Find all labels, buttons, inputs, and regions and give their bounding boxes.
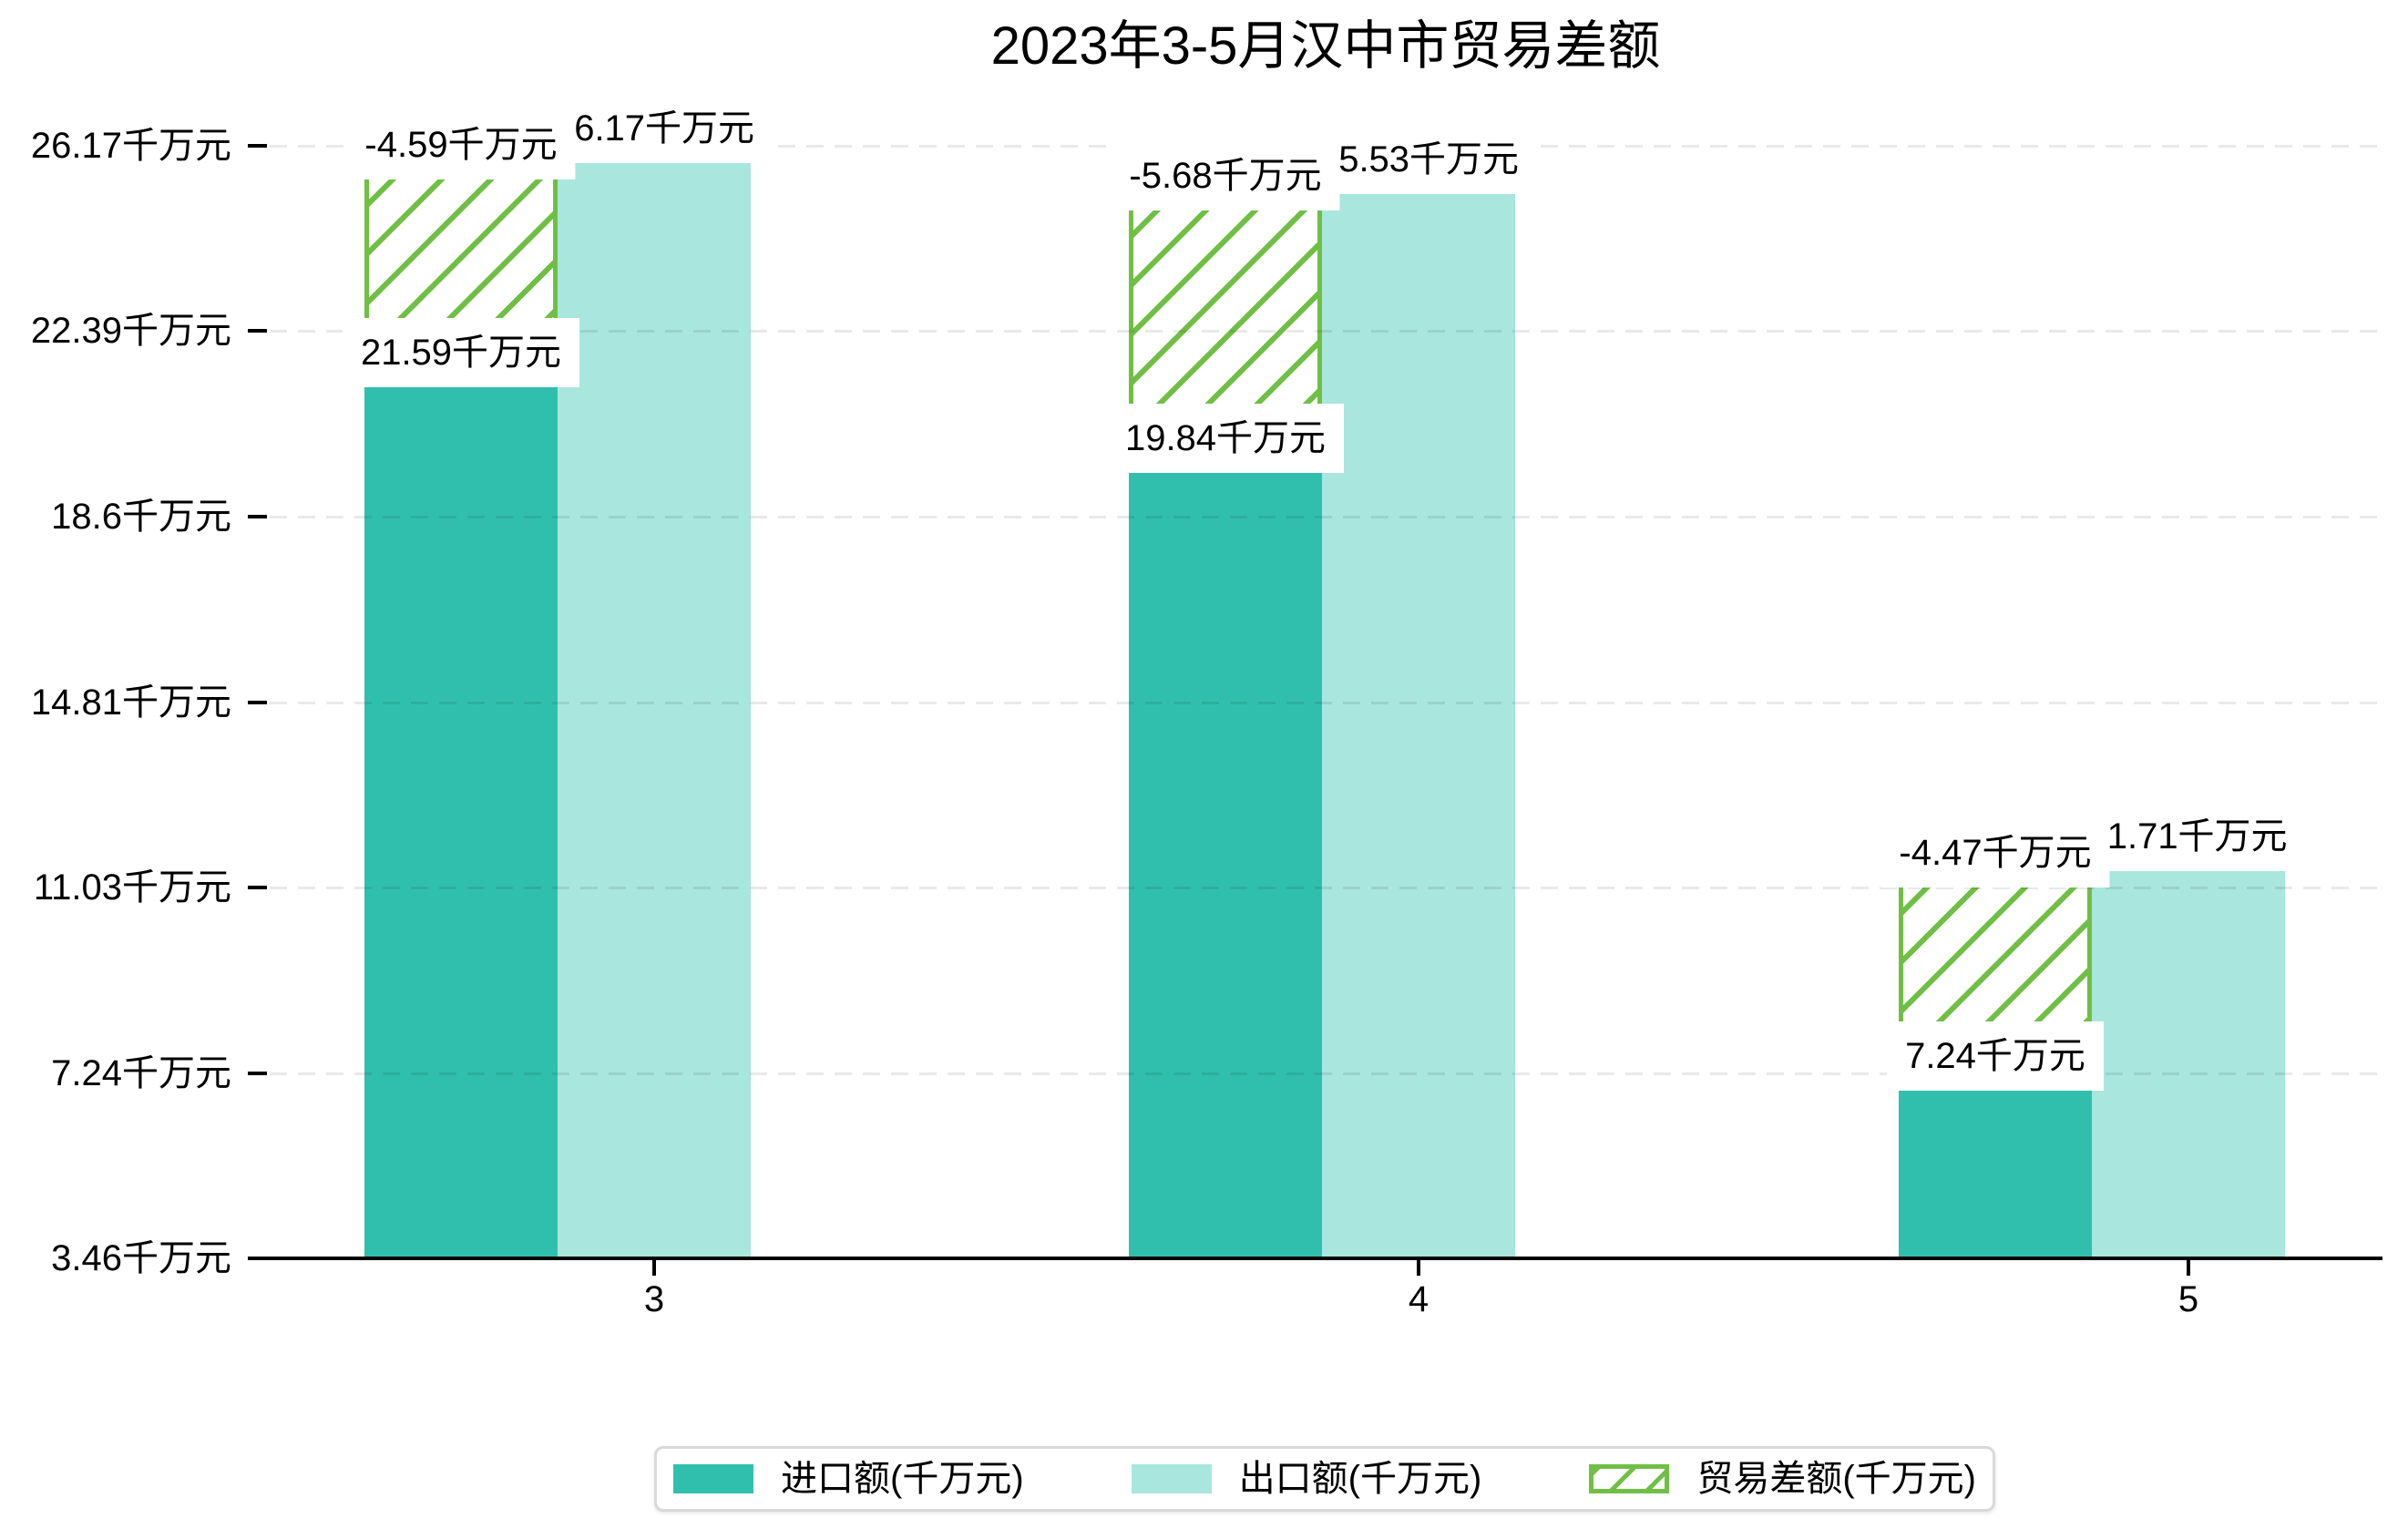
y-axis-tick-label: 14.81千万元: [30, 682, 231, 723]
bar-export-month-4: [1322, 177, 1515, 1257]
legend-item-export: 出口额(千万元): [1131, 1459, 1482, 1499]
gridline: [270, 516, 2382, 518]
data-label-balance-month-4: -5.68千万元: [1111, 141, 1340, 210]
legend-label-balance: 贸易差额(千万元): [1696, 1459, 1976, 1499]
data-label-export-month-5: 11.71千万元: [2071, 802, 2306, 871]
bar-export-month-5: [2092, 854, 2285, 1257]
data-label-balance-month-5: -4.47千万元: [1880, 818, 2110, 887]
y-axis-tick-label: 3.46千万元: [51, 1238, 231, 1278]
x-axis-line: [253, 1257, 2382, 1260]
y-axis-tick-label: 11.03千万元: [33, 867, 231, 908]
data-label-balance-month-3: -4.59千万元: [346, 110, 576, 180]
import-swatch-icon: [673, 1464, 753, 1493]
y-tick-mark: [248, 886, 267, 889]
gridline: [270, 887, 2382, 889]
y-axis-tick-label: 26.17千万元: [30, 126, 231, 166]
data-label-import-month-5: 7.24千万元: [1887, 1021, 2104, 1091]
bar-import-month-3: [364, 370, 558, 1257]
y-tick-mark: [248, 144, 267, 148]
gridline: [270, 330, 2382, 333]
x-tick-mark: [652, 1260, 656, 1276]
legend-item-balance: 贸易差额(千万元): [1589, 1461, 1976, 1497]
data-label-import-month-3: 21.59千万元: [342, 318, 580, 387]
legend-label-export: 出口额(千万元): [1238, 1459, 1482, 1499]
bar-import-month-5: [1899, 1073, 2092, 1257]
export-swatch-icon: [1131, 1464, 1212, 1493]
y-tick-mark: [248, 701, 267, 704]
gridline: [270, 1072, 2382, 1075]
gridline: [270, 702, 2382, 704]
y-tick-mark: [248, 515, 267, 518]
x-axis-tick-label: 4: [1408, 1279, 1429, 1319]
x-tick-mark: [2187, 1260, 2190, 1276]
chart-title: 2023年3-5月汉中市贸易差额: [990, 16, 1661, 76]
legend: 进口额(千万元) 出口额(千万元) 贸易差额(千万元): [654, 1446, 1995, 1512]
y-tick-mark: [248, 329, 267, 333]
data-label-import-month-4: 19.84千万元: [1106, 404, 1345, 473]
y-tick-mark: [248, 1072, 267, 1075]
x-tick-mark: [1417, 1260, 1420, 1276]
bar-export-month-3: [558, 146, 751, 1257]
y-axis-tick-label: 7.24千万元: [51, 1053, 231, 1093]
balance-hatched-swatch-icon: [1589, 1464, 1670, 1493]
x-axis-tick-label: 3: [643, 1279, 665, 1319]
y-axis-tick-label: 22.39千万元: [30, 311, 231, 351]
y-axis-tick-label: 18.6千万元: [51, 497, 231, 537]
legend-item-import: 进口额(千万元): [673, 1461, 1024, 1497]
bar-import-month-4: [1129, 456, 1322, 1257]
x-axis-tick-label: 5: [2177, 1279, 2199, 1319]
legend-label-import: 进口额(千万元): [781, 1459, 1024, 1499]
